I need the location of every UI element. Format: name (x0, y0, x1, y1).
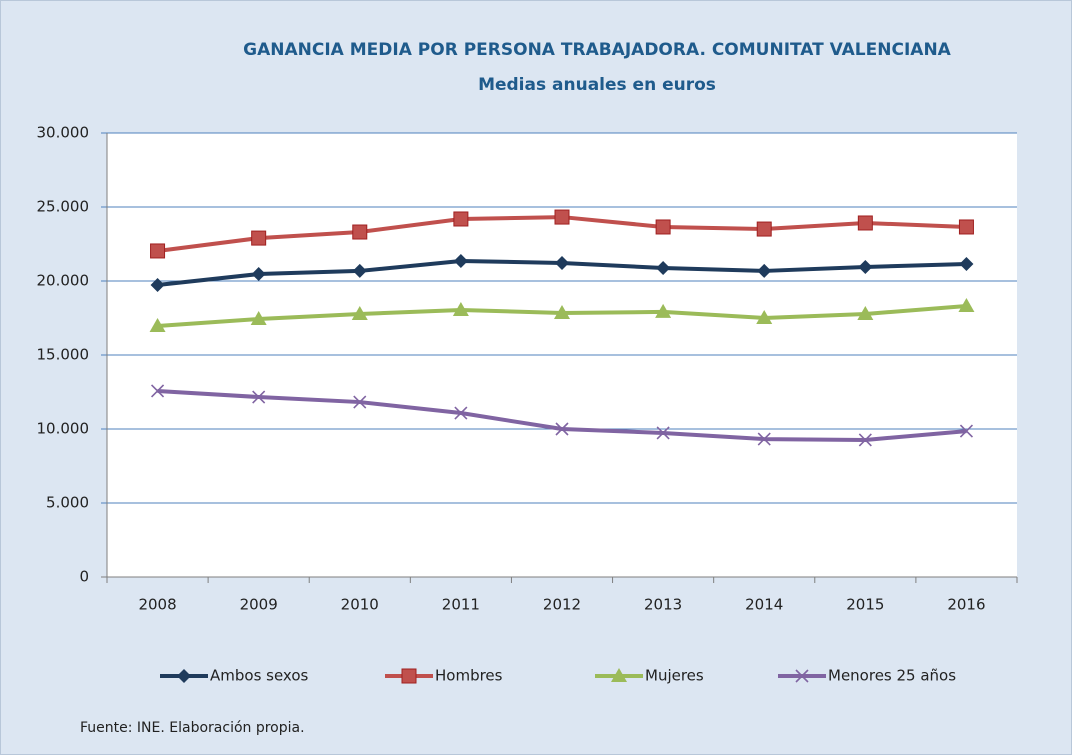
x-tick-label: 2011 (442, 596, 480, 614)
marker (150, 243, 166, 259)
marker (655, 219, 671, 235)
y-tick-label: 0 (79, 568, 89, 586)
marker (252, 390, 266, 404)
marker (352, 224, 368, 240)
marker (554, 209, 570, 225)
marker (656, 426, 670, 440)
marker (177, 669, 191, 683)
marker (756, 221, 772, 237)
marker (858, 433, 872, 447)
marker (958, 298, 975, 313)
marker (959, 424, 974, 438)
marker (150, 277, 165, 292)
legend-label: Mujeres (645, 667, 704, 685)
marker (857, 215, 873, 231)
marker (554, 304, 570, 319)
marker (351, 306, 368, 321)
marker (454, 406, 468, 420)
y-tick-label: 25.000 (37, 198, 90, 216)
legend-label: Menores 25 años (828, 667, 956, 685)
x-tick-label: 2008 (138, 596, 176, 614)
marker (453, 254, 468, 269)
marker (756, 310, 773, 324)
x-tick-label: 2009 (240, 596, 278, 614)
y-tick-label: 20.000 (37, 272, 90, 290)
marker (656, 260, 671, 275)
marker (453, 211, 469, 227)
marker (958, 219, 974, 235)
marker (401, 668, 417, 684)
marker (655, 303, 672, 318)
marker (251, 267, 266, 282)
marker (611, 668, 627, 682)
marker (959, 256, 974, 271)
marker (353, 395, 367, 409)
marker (555, 255, 569, 270)
marker (250, 311, 267, 326)
marker (757, 263, 772, 278)
marker (452, 302, 469, 317)
chart-title: GANANCIA MEDIA POR PERSONA TRABAJADORA. … (243, 40, 952, 60)
marker (149, 317, 166, 332)
marker (555, 422, 569, 436)
x-tick-label: 2010 (341, 596, 379, 614)
marker (251, 230, 267, 246)
x-tick-label: 2013 (644, 596, 682, 614)
y-tick-label: 10.000 (37, 420, 90, 438)
marker (858, 259, 873, 274)
x-tick-label: 2015 (846, 596, 884, 614)
y-tick-label: 30.000 (37, 124, 90, 142)
marker (150, 384, 165, 398)
x-tick-label: 2014 (745, 596, 783, 614)
marker (795, 669, 809, 683)
y-tick-label: 15.000 (37, 346, 90, 364)
legend-label: Hombres (435, 667, 503, 685)
marker (757, 432, 771, 446)
source-note: Fuente: INE. Elaboración propia. (80, 720, 305, 736)
marker (352, 263, 367, 278)
y-tick-label: 5.000 (46, 494, 89, 512)
legend-label: Ambos sexos (210, 667, 309, 685)
x-tick-label: 2016 (947, 596, 985, 614)
marker (857, 306, 874, 321)
chart-subtitle: Medias anuales en euros (478, 75, 716, 95)
x-tick-label: 2012 (543, 596, 581, 614)
